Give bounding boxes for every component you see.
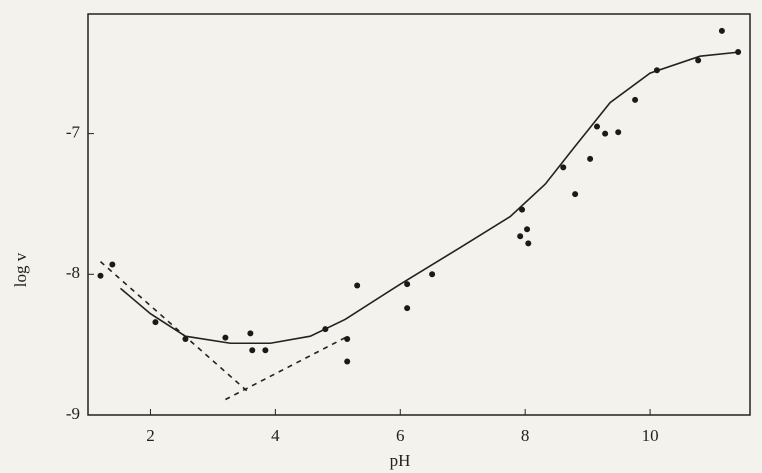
data-point — [404, 281, 410, 287]
plot-frame — [88, 14, 750, 415]
data-point — [262, 347, 268, 353]
fit-curve — [120, 52, 740, 343]
x-tick-label: 2 — [146, 426, 155, 445]
x-axis-label: pH — [390, 451, 411, 470]
y-axis-label: log v — [11, 252, 30, 287]
y-tick-label: -8 — [66, 263, 80, 282]
data-point — [182, 336, 188, 342]
page: pH log v 246810-7-8-9 (() => { const dat… — [0, 0, 762, 473]
data-point — [109, 261, 115, 267]
data-point — [344, 359, 350, 365]
chart: pH log v 2 4 6 8 10 -7 -8 -9 — [0, 0, 762, 473]
data-point — [322, 326, 328, 332]
data-point — [735, 49, 741, 55]
asymptote-line — [225, 338, 345, 400]
y-tick-label: -9 — [66, 404, 80, 423]
asymptote-line — [100, 262, 250, 394]
data-point — [354, 283, 360, 289]
data-point — [572, 191, 578, 197]
data-point — [525, 240, 531, 246]
data-point — [404, 305, 410, 311]
x-tick-label: 8 — [521, 426, 530, 445]
data-point — [517, 233, 523, 239]
data-point — [719, 28, 725, 34]
data-point — [602, 131, 608, 137]
data-point — [97, 273, 103, 279]
data-point — [560, 164, 566, 170]
data-point — [615, 129, 621, 135]
data-point — [247, 330, 253, 336]
data-point — [152, 319, 158, 325]
x-tick-label: 10 — [642, 426, 659, 445]
data-point — [222, 335, 228, 341]
x-tick-label: 6 — [396, 426, 405, 445]
data-point — [632, 97, 638, 103]
data-point — [594, 124, 600, 130]
x-tick-label: 4 — [271, 426, 280, 445]
data-point — [344, 336, 350, 342]
y-tick-label: -7 — [66, 123, 81, 142]
data-point — [695, 57, 701, 63]
data-point — [249, 347, 255, 353]
data-point — [524, 226, 530, 232]
data-point — [587, 156, 593, 162]
data-point — [429, 271, 435, 277]
data-point — [519, 207, 525, 213]
data-point — [654, 67, 660, 73]
